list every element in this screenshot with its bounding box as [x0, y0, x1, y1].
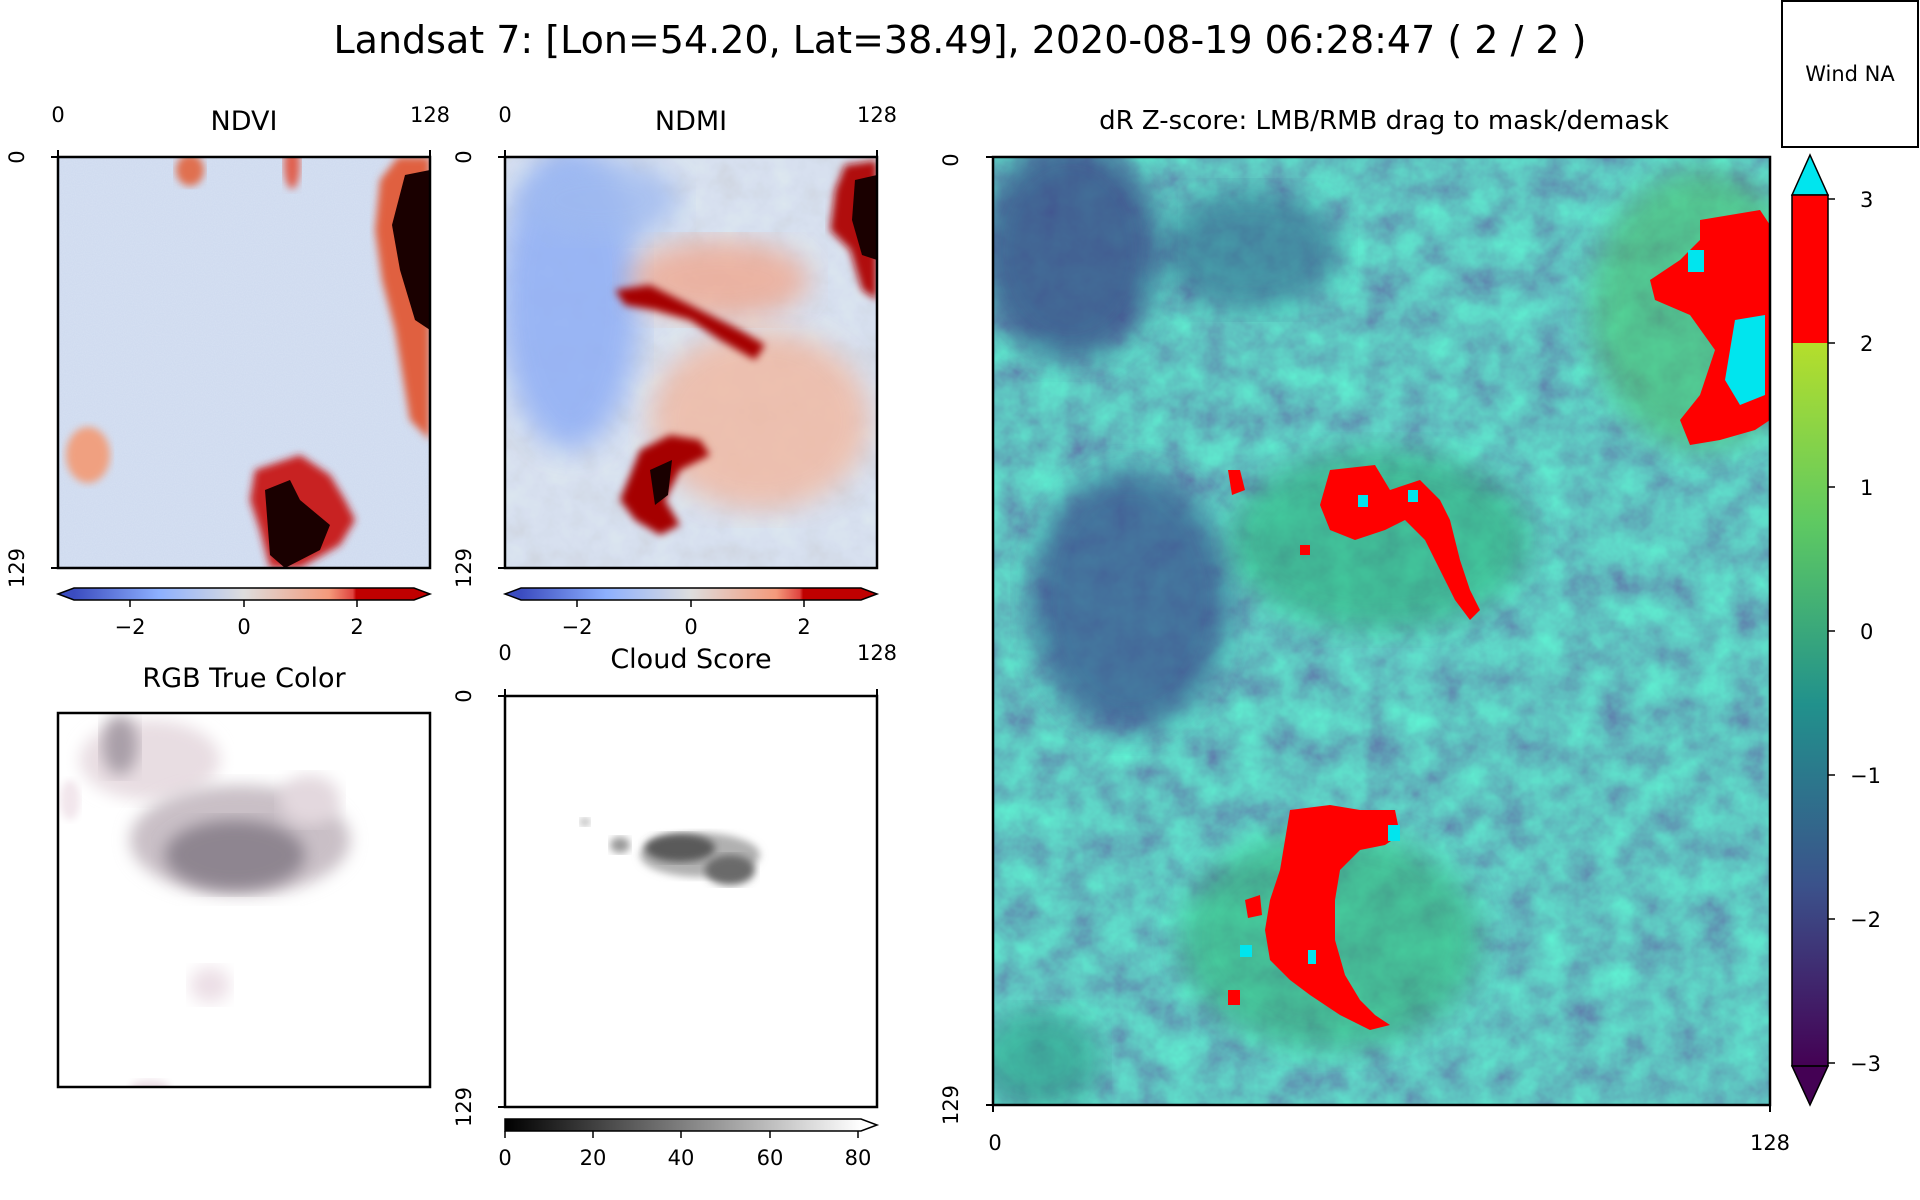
ndmi-ytick-0: 0	[452, 150, 476, 163]
cloud-xtick-0: 0	[498, 641, 511, 665]
dr-frame	[991, 155, 1772, 1107]
dr-cbar-tick-1: 1	[1860, 476, 1873, 500]
ndvi-anomaly-top	[176, 157, 204, 186]
cloud-cbar-tick-0: 0	[498, 1146, 511, 1170]
ndvi-anomaly-left	[66, 427, 110, 483]
ndvi-anomaly-top2	[284, 157, 300, 189]
ndvi-anomaly-topright-core	[392, 170, 430, 330]
cloud-ytick-0: 0	[452, 689, 476, 702]
rgb-image[interactable]	[58, 713, 430, 1096]
ndvi-anomaly-bottom-core	[265, 480, 330, 568]
ndmi-title: NDMI	[655, 106, 727, 137]
ndvi-xtick-0: 0	[51, 103, 64, 127]
cloud-title: Cloud Score	[610, 644, 771, 675]
ndmi-cbar-tick-0: −2	[562, 615, 593, 639]
cloud-ytick-1: 129	[452, 1087, 476, 1127]
ndvi-xtick-1: 128	[410, 103, 450, 127]
cloud-frame	[503, 694, 879, 1109]
ndmi-cbar-tick-2: 2	[797, 615, 810, 639]
ndvi-title: NDVI	[211, 106, 278, 137]
ndvi-ytick-0: 0	[5, 150, 29, 163]
dr-cbar-tick-3: 3	[1860, 188, 1873, 212]
dr-colorbar: 3 2 1 0 −1 −2 −3	[1790, 153, 1881, 1107]
cloud-cbar-tick-3: 60	[757, 1146, 784, 1170]
ndvi-colorbar: −2 0 2	[55, 587, 433, 639]
cloud-colorbar: 0 20 40 60 80	[498, 1118, 880, 1170]
ndmi-anomaly-centre	[615, 285, 765, 360]
ndvi-cbar-tick-0: −2	[115, 615, 146, 639]
dr-panel: dR Z-score: LMB/RMB drag to mask/demask	[939, 106, 1881, 1155]
ndmi-panel: NDMI 0 128 0 129	[452, 103, 897, 639]
cloud-cbar-tick-1: 20	[580, 1146, 607, 1170]
dr-low-region	[993, 157, 1160, 360]
cloud-patch	[645, 834, 715, 862]
dr-cbar-tick-2: 2	[1860, 332, 1873, 356]
ndvi-panel: NDVI 0 128 0 129	[5, 103, 450, 639]
rgb-cloud	[165, 820, 305, 890]
ndmi-ytick-1: 129	[452, 548, 476, 588]
dr-xtick-0: 0	[988, 1131, 1001, 1155]
ndmi-colorbar: −2 0 2	[502, 587, 880, 639]
figure-title: Landsat 7: [Lon=54.20, Lat=38.49], 2020-…	[334, 18, 1587, 62]
rgb-panel: RGB True Color	[56, 663, 432, 1096]
rgb-title: RGB True Color	[142, 663, 346, 694]
rgb-frame	[56, 711, 432, 1089]
ndmi-cbar-tick-1: 0	[684, 615, 697, 639]
dr-mask-lower	[1265, 805, 1400, 1030]
cloud-cbar-tick-2: 40	[668, 1146, 695, 1170]
dr-cbar-tick-m3: −3	[1850, 1052, 1881, 1076]
wind-label: Wind NA	[1805, 62, 1895, 86]
ndmi-frame	[503, 155, 879, 570]
ndvi-ytick-1: 129	[5, 548, 29, 588]
dr-cbar-tick-m2: −2	[1850, 908, 1881, 932]
ndvi-cbar-tick-2: 2	[350, 615, 363, 639]
dr-cbar-tick-m1: −1	[1850, 764, 1881, 788]
ndmi-xtick-1: 128	[857, 103, 897, 127]
cloud-panel: Cloud Score 0 128 0 129	[452, 641, 897, 1170]
wind-indicator: Wind NA	[1781, 0, 1919, 148]
dr-cbar-tick-0: 0	[1860, 620, 1873, 644]
dr-ytick-0: 0	[939, 153, 963, 166]
ndmi-xtick-0: 0	[498, 103, 511, 127]
cloud-cbar-tick-4: 80	[845, 1146, 872, 1170]
cloud-heatmap[interactable]	[505, 696, 877, 1107]
dr-ytick-1: 129	[939, 1085, 963, 1125]
dr-heatmap[interactable]	[980, 140, 1810, 1110]
ndvi-cbar-tick-1: 0	[237, 615, 250, 639]
cloud-xtick-1: 128	[857, 641, 897, 665]
dr-xtick-1: 128	[1750, 1131, 1790, 1155]
ndvi-heatmap[interactable]	[58, 141, 430, 568]
ndvi-frame	[56, 155, 432, 570]
ndmi-heatmap[interactable]	[500, 150, 877, 568]
dr-title: dR Z-score: LMB/RMB drag to mask/demask	[1099, 106, 1669, 136]
